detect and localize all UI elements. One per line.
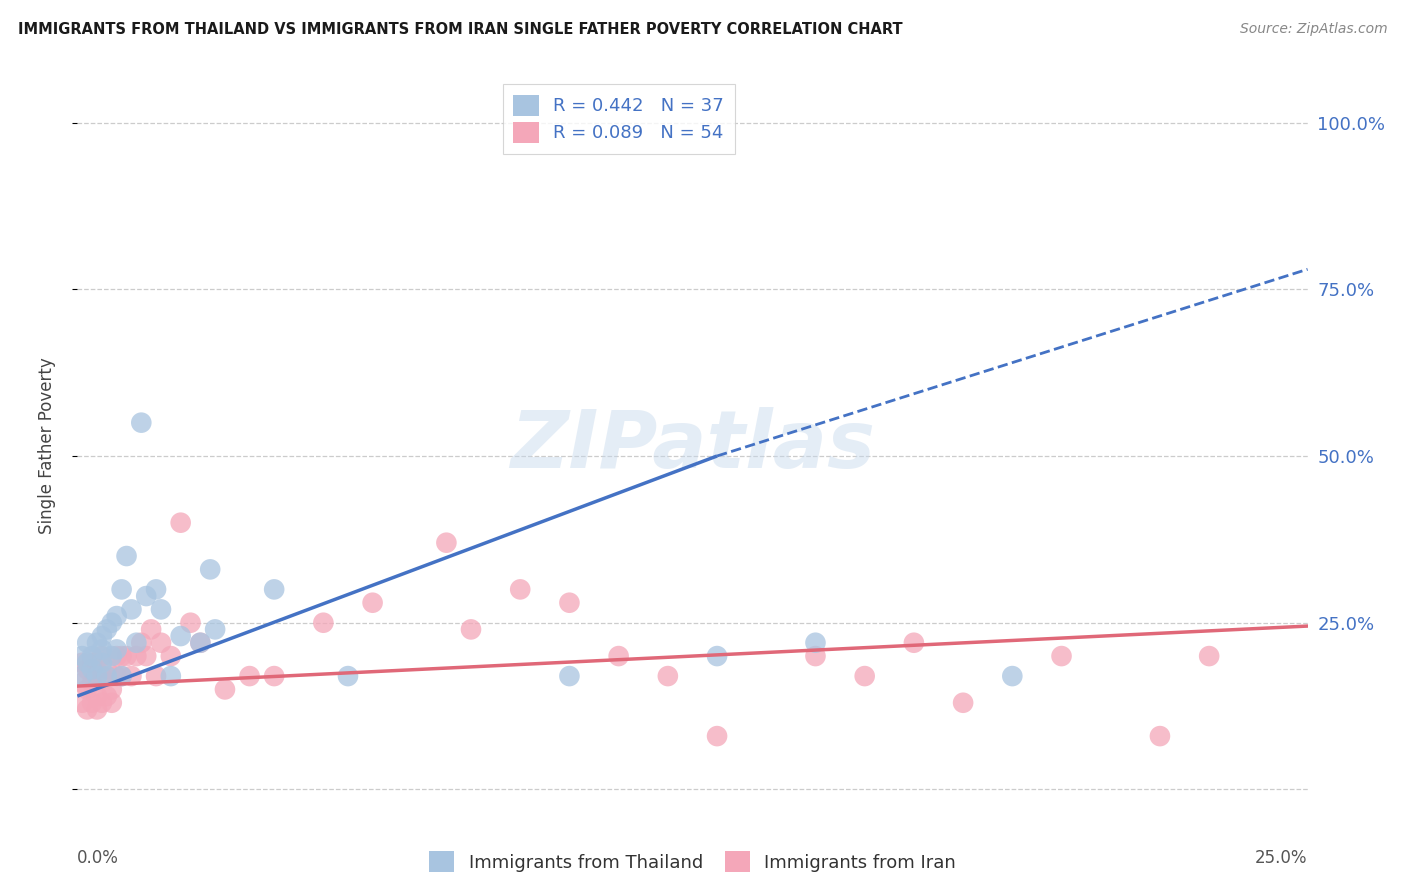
Point bbox=[337, 669, 360, 683]
Point bbox=[952, 696, 974, 710]
Point bbox=[105, 642, 128, 657]
Point bbox=[150, 636, 173, 650]
Text: Source: ZipAtlas.com: Source: ZipAtlas.com bbox=[1240, 22, 1388, 37]
Point bbox=[125, 636, 148, 650]
Point bbox=[1198, 649, 1220, 664]
Point bbox=[853, 669, 876, 683]
Point bbox=[105, 649, 128, 664]
Point bbox=[82, 649, 104, 664]
Point bbox=[903, 636, 925, 650]
Point bbox=[105, 669, 128, 683]
Point bbox=[190, 636, 212, 650]
Point bbox=[706, 729, 728, 743]
Point bbox=[86, 669, 108, 683]
Point bbox=[86, 702, 108, 716]
Point bbox=[111, 669, 132, 683]
Point bbox=[558, 669, 581, 683]
Point bbox=[86, 669, 108, 683]
Point bbox=[190, 636, 212, 650]
Point bbox=[111, 649, 132, 664]
Point bbox=[214, 682, 236, 697]
Point bbox=[111, 669, 132, 683]
Point bbox=[312, 615, 335, 630]
Point bbox=[804, 649, 827, 664]
Point bbox=[86, 636, 108, 650]
Legend: Immigrants from Thailand, Immigrants from Iran: Immigrants from Thailand, Immigrants fro… bbox=[422, 844, 963, 880]
Point bbox=[90, 656, 114, 670]
Point bbox=[558, 596, 581, 610]
Point bbox=[180, 615, 202, 630]
Point bbox=[82, 675, 104, 690]
Point bbox=[141, 623, 163, 637]
Point bbox=[436, 535, 458, 549]
Text: 0.0%: 0.0% bbox=[77, 849, 120, 867]
Point bbox=[70, 649, 93, 664]
Point bbox=[70, 669, 93, 683]
Point bbox=[101, 696, 124, 710]
Point bbox=[76, 682, 98, 697]
Point bbox=[90, 642, 114, 657]
Point bbox=[131, 636, 153, 650]
Point bbox=[96, 689, 118, 703]
Point bbox=[204, 623, 226, 637]
Point bbox=[111, 582, 132, 597]
Point bbox=[76, 662, 98, 676]
Point bbox=[460, 623, 482, 637]
Text: IMMIGRANTS FROM THAILAND VS IMMIGRANTS FROM IRAN SINGLE FATHER POVERTY CORRELATI: IMMIGRANTS FROM THAILAND VS IMMIGRANTS F… bbox=[18, 22, 903, 37]
Point bbox=[361, 596, 384, 610]
Point bbox=[607, 649, 630, 664]
Point bbox=[96, 662, 118, 676]
Point bbox=[90, 649, 114, 664]
Point bbox=[90, 696, 114, 710]
Point bbox=[76, 702, 98, 716]
Point bbox=[145, 582, 167, 597]
Point bbox=[509, 582, 531, 597]
Point bbox=[1050, 649, 1073, 664]
Point bbox=[76, 636, 98, 650]
Point bbox=[657, 669, 679, 683]
Point bbox=[706, 649, 728, 664]
Point bbox=[160, 669, 183, 683]
Point bbox=[101, 649, 124, 664]
Point bbox=[82, 662, 104, 676]
Point bbox=[76, 656, 98, 670]
Point bbox=[82, 696, 104, 710]
Point bbox=[101, 682, 124, 697]
Point bbox=[90, 629, 114, 643]
Point bbox=[131, 416, 153, 430]
Point bbox=[135, 589, 157, 603]
Point bbox=[170, 516, 193, 530]
Point bbox=[239, 669, 262, 683]
Y-axis label: Single Father Poverty: Single Father Poverty bbox=[38, 358, 56, 534]
Point bbox=[121, 602, 143, 616]
Point bbox=[70, 696, 93, 710]
Text: ZIPatlas: ZIPatlas bbox=[510, 407, 875, 485]
Point bbox=[263, 582, 285, 597]
Point bbox=[70, 675, 93, 690]
Point bbox=[200, 562, 222, 576]
Point bbox=[90, 669, 114, 683]
Point bbox=[1149, 729, 1171, 743]
Point bbox=[125, 649, 148, 664]
Point bbox=[96, 669, 118, 683]
Point bbox=[150, 602, 173, 616]
Point bbox=[105, 609, 128, 624]
Point bbox=[170, 629, 193, 643]
Point bbox=[101, 615, 124, 630]
Point bbox=[1001, 669, 1024, 683]
Point bbox=[135, 649, 157, 664]
Point bbox=[804, 636, 827, 650]
Point bbox=[160, 649, 183, 664]
Point bbox=[82, 656, 104, 670]
Text: 25.0%: 25.0% bbox=[1256, 849, 1308, 867]
Point bbox=[145, 669, 167, 683]
Point bbox=[70, 656, 93, 670]
Point bbox=[115, 549, 138, 563]
Point bbox=[115, 649, 138, 664]
Point bbox=[86, 689, 108, 703]
Point bbox=[121, 669, 143, 683]
Point bbox=[96, 623, 118, 637]
Point bbox=[263, 669, 285, 683]
